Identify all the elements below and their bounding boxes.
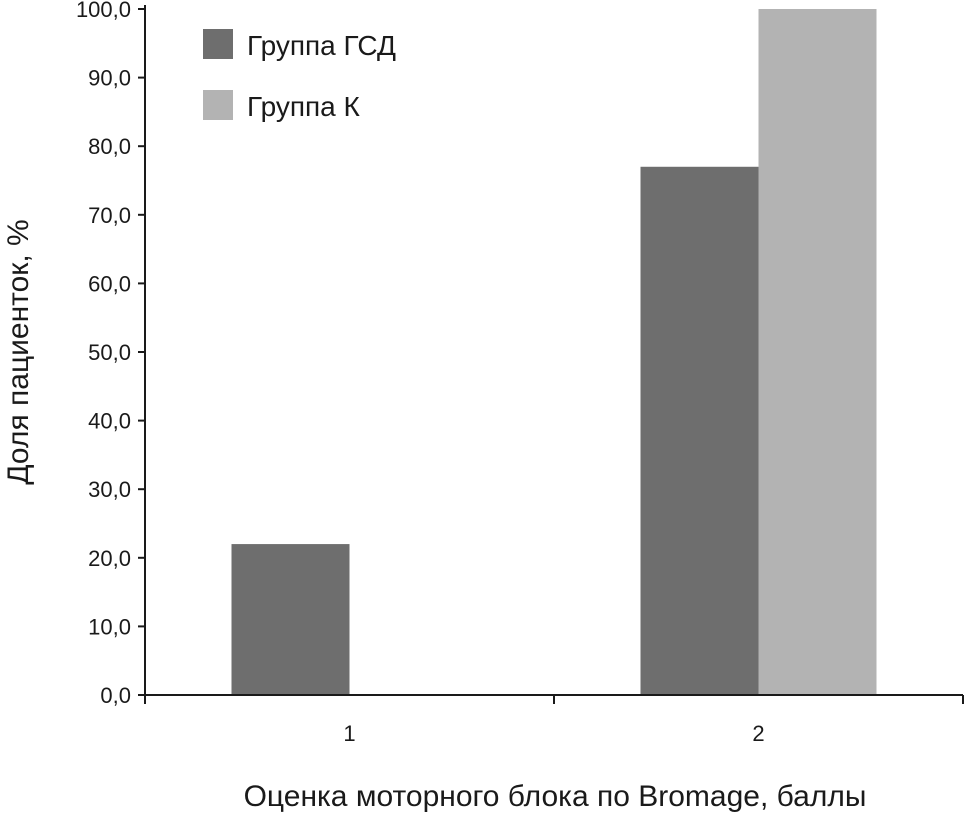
bar-gsd-1	[231, 544, 350, 695]
y-tick-label: 10,0	[88, 614, 131, 639]
y-tick-label: 50,0	[88, 340, 131, 365]
y-tick-label: 0,0	[100, 683, 131, 708]
x-tick-label: 1	[343, 721, 355, 746]
y-tick-label: 70,0	[88, 203, 131, 228]
bar-gsd-2	[640, 166, 759, 695]
legend-label: Группа ГСД	[247, 30, 396, 61]
y-tick-label: 90,0	[88, 66, 131, 91]
legend-swatch	[203, 29, 233, 59]
bar-k-2	[758, 9, 877, 695]
y-tick-label: 40,0	[88, 409, 131, 434]
y-tick-label: 30,0	[88, 477, 131, 502]
legend-label: Группа К	[247, 91, 361, 122]
x-tick-label: 2	[752, 721, 764, 746]
legend-swatch	[203, 90, 233, 120]
y-axis-title: Доля пациенток, %	[2, 219, 35, 484]
legend: Группа ГСД Группа К	[203, 29, 396, 122]
bars-layer	[231, 9, 877, 695]
y-ticks: 0,0 10,0 20,0 30,0 40,0 50,0 60,0 70,0 80,0 90,0 1…	[76, 0, 145, 708]
y-tick-label: 60,0	[88, 271, 131, 296]
x-axis-title: Оценка моторного блока по Bromage, баллы	[244, 780, 867, 813]
y-tick-label: 80,0	[88, 134, 131, 159]
y-tick-label: 20,0	[88, 546, 131, 571]
y-tick-label: 100,0	[76, 0, 131, 22]
